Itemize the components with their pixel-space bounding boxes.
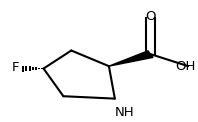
Text: NH: NH xyxy=(115,106,135,119)
Text: OH: OH xyxy=(176,60,196,73)
Text: O: O xyxy=(145,10,156,23)
Text: F: F xyxy=(12,61,19,74)
Polygon shape xyxy=(109,51,153,66)
